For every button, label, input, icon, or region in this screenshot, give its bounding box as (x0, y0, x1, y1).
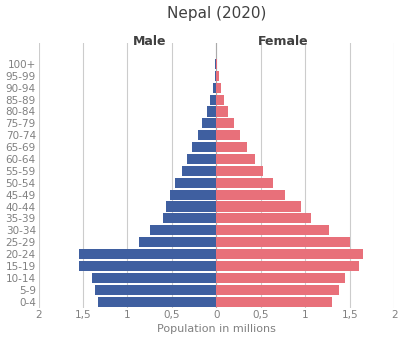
Bar (79, 249, 216, 259)
Bar (216, 249, 363, 259)
Bar (166, 202, 216, 211)
Bar (92, 273, 216, 283)
Bar (202, 118, 216, 129)
Bar (216, 285, 339, 295)
Bar (208, 106, 216, 117)
Bar (213, 83, 216, 93)
Title: Nepal (2020): Nepal (2020) (167, 5, 266, 20)
Bar (216, 225, 329, 235)
Bar (187, 154, 216, 164)
Bar (95, 285, 216, 295)
Bar (150, 225, 216, 235)
Text: Male: Male (133, 35, 166, 49)
Text: Female: Female (258, 35, 308, 49)
Bar (210, 95, 216, 105)
Bar (163, 213, 216, 223)
Bar (174, 178, 216, 188)
Bar (214, 71, 216, 81)
Bar (216, 95, 224, 105)
Bar (216, 83, 221, 93)
Bar (98, 296, 216, 307)
Bar (216, 130, 240, 140)
Bar (216, 59, 217, 69)
Bar (192, 142, 216, 152)
Bar (216, 166, 264, 176)
Bar (216, 154, 256, 164)
Bar (216, 118, 234, 129)
Bar (216, 71, 219, 81)
Bar (216, 296, 332, 307)
Bar (216, 142, 247, 152)
Bar (79, 261, 216, 271)
Bar (216, 106, 228, 117)
Bar (170, 190, 216, 200)
X-axis label: Population in millions: Population in millions (157, 324, 276, 335)
Bar (216, 237, 350, 247)
Bar (216, 190, 285, 200)
Bar (216, 178, 273, 188)
Bar (198, 130, 216, 140)
Bar (216, 261, 359, 271)
Bar (216, 273, 345, 283)
Bar (182, 166, 216, 176)
Bar (216, 202, 301, 211)
Bar (216, 213, 311, 223)
Bar (139, 237, 216, 247)
